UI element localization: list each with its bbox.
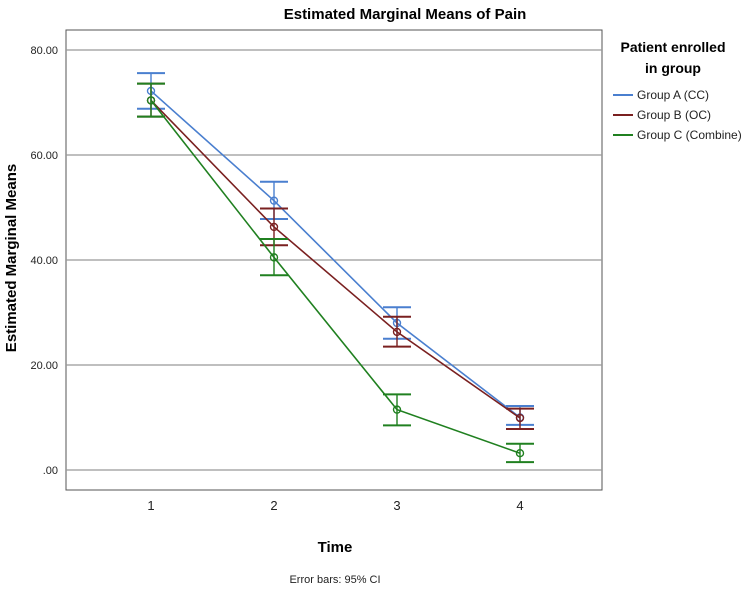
gridlines [66,49,602,471]
legend-label: Group A (CC) [637,88,709,102]
series-line [150,99,521,454]
x-tick-label: 2 [270,498,277,513]
x-tick-label: 4 [516,498,523,513]
y-tick-label: 20.00 [30,360,58,372]
legend: Group A (CC) Group B (OC) Group C (Combine… [613,88,742,142]
data-point [269,196,279,205]
x-tick-label: 3 [393,498,400,513]
y-axis-label: Estimated Marginal Means [3,164,20,352]
series-3 [137,82,534,464]
series-line [150,99,521,419]
x-tick-label: 1 [147,498,154,513]
y-tick-labels: .00 20.00 40.00 60.00 80.00 [30,45,58,477]
y-tick-label: .00 [43,465,58,477]
x-axis-label: Time [318,539,353,556]
footnote: Error bars: 95% CI [289,574,380,586]
y-tick-label: 60.00 [30,150,58,162]
chart-title: Estimated Marginal Means of Pain [284,6,527,23]
data-point [269,222,279,232]
data-point [515,449,525,458]
data-point [515,413,525,423]
legend-title-line-1: Patient enrolled [620,39,725,55]
data-point [392,405,402,414]
data-point [392,327,402,337]
data-point [146,96,156,105]
legend-title-line-2: in group [645,60,701,76]
y-tick-label: 40.00 [30,255,58,267]
series-lines [137,72,534,464]
y-tick-label: 80.00 [30,45,58,57]
data-point [269,253,279,262]
legend-label: Group B (OC) [637,108,711,122]
legend-label: Group C (Combine) [637,128,742,142]
series-line [150,90,521,419]
x-tick-labels: 1 2 3 4 [147,498,523,513]
